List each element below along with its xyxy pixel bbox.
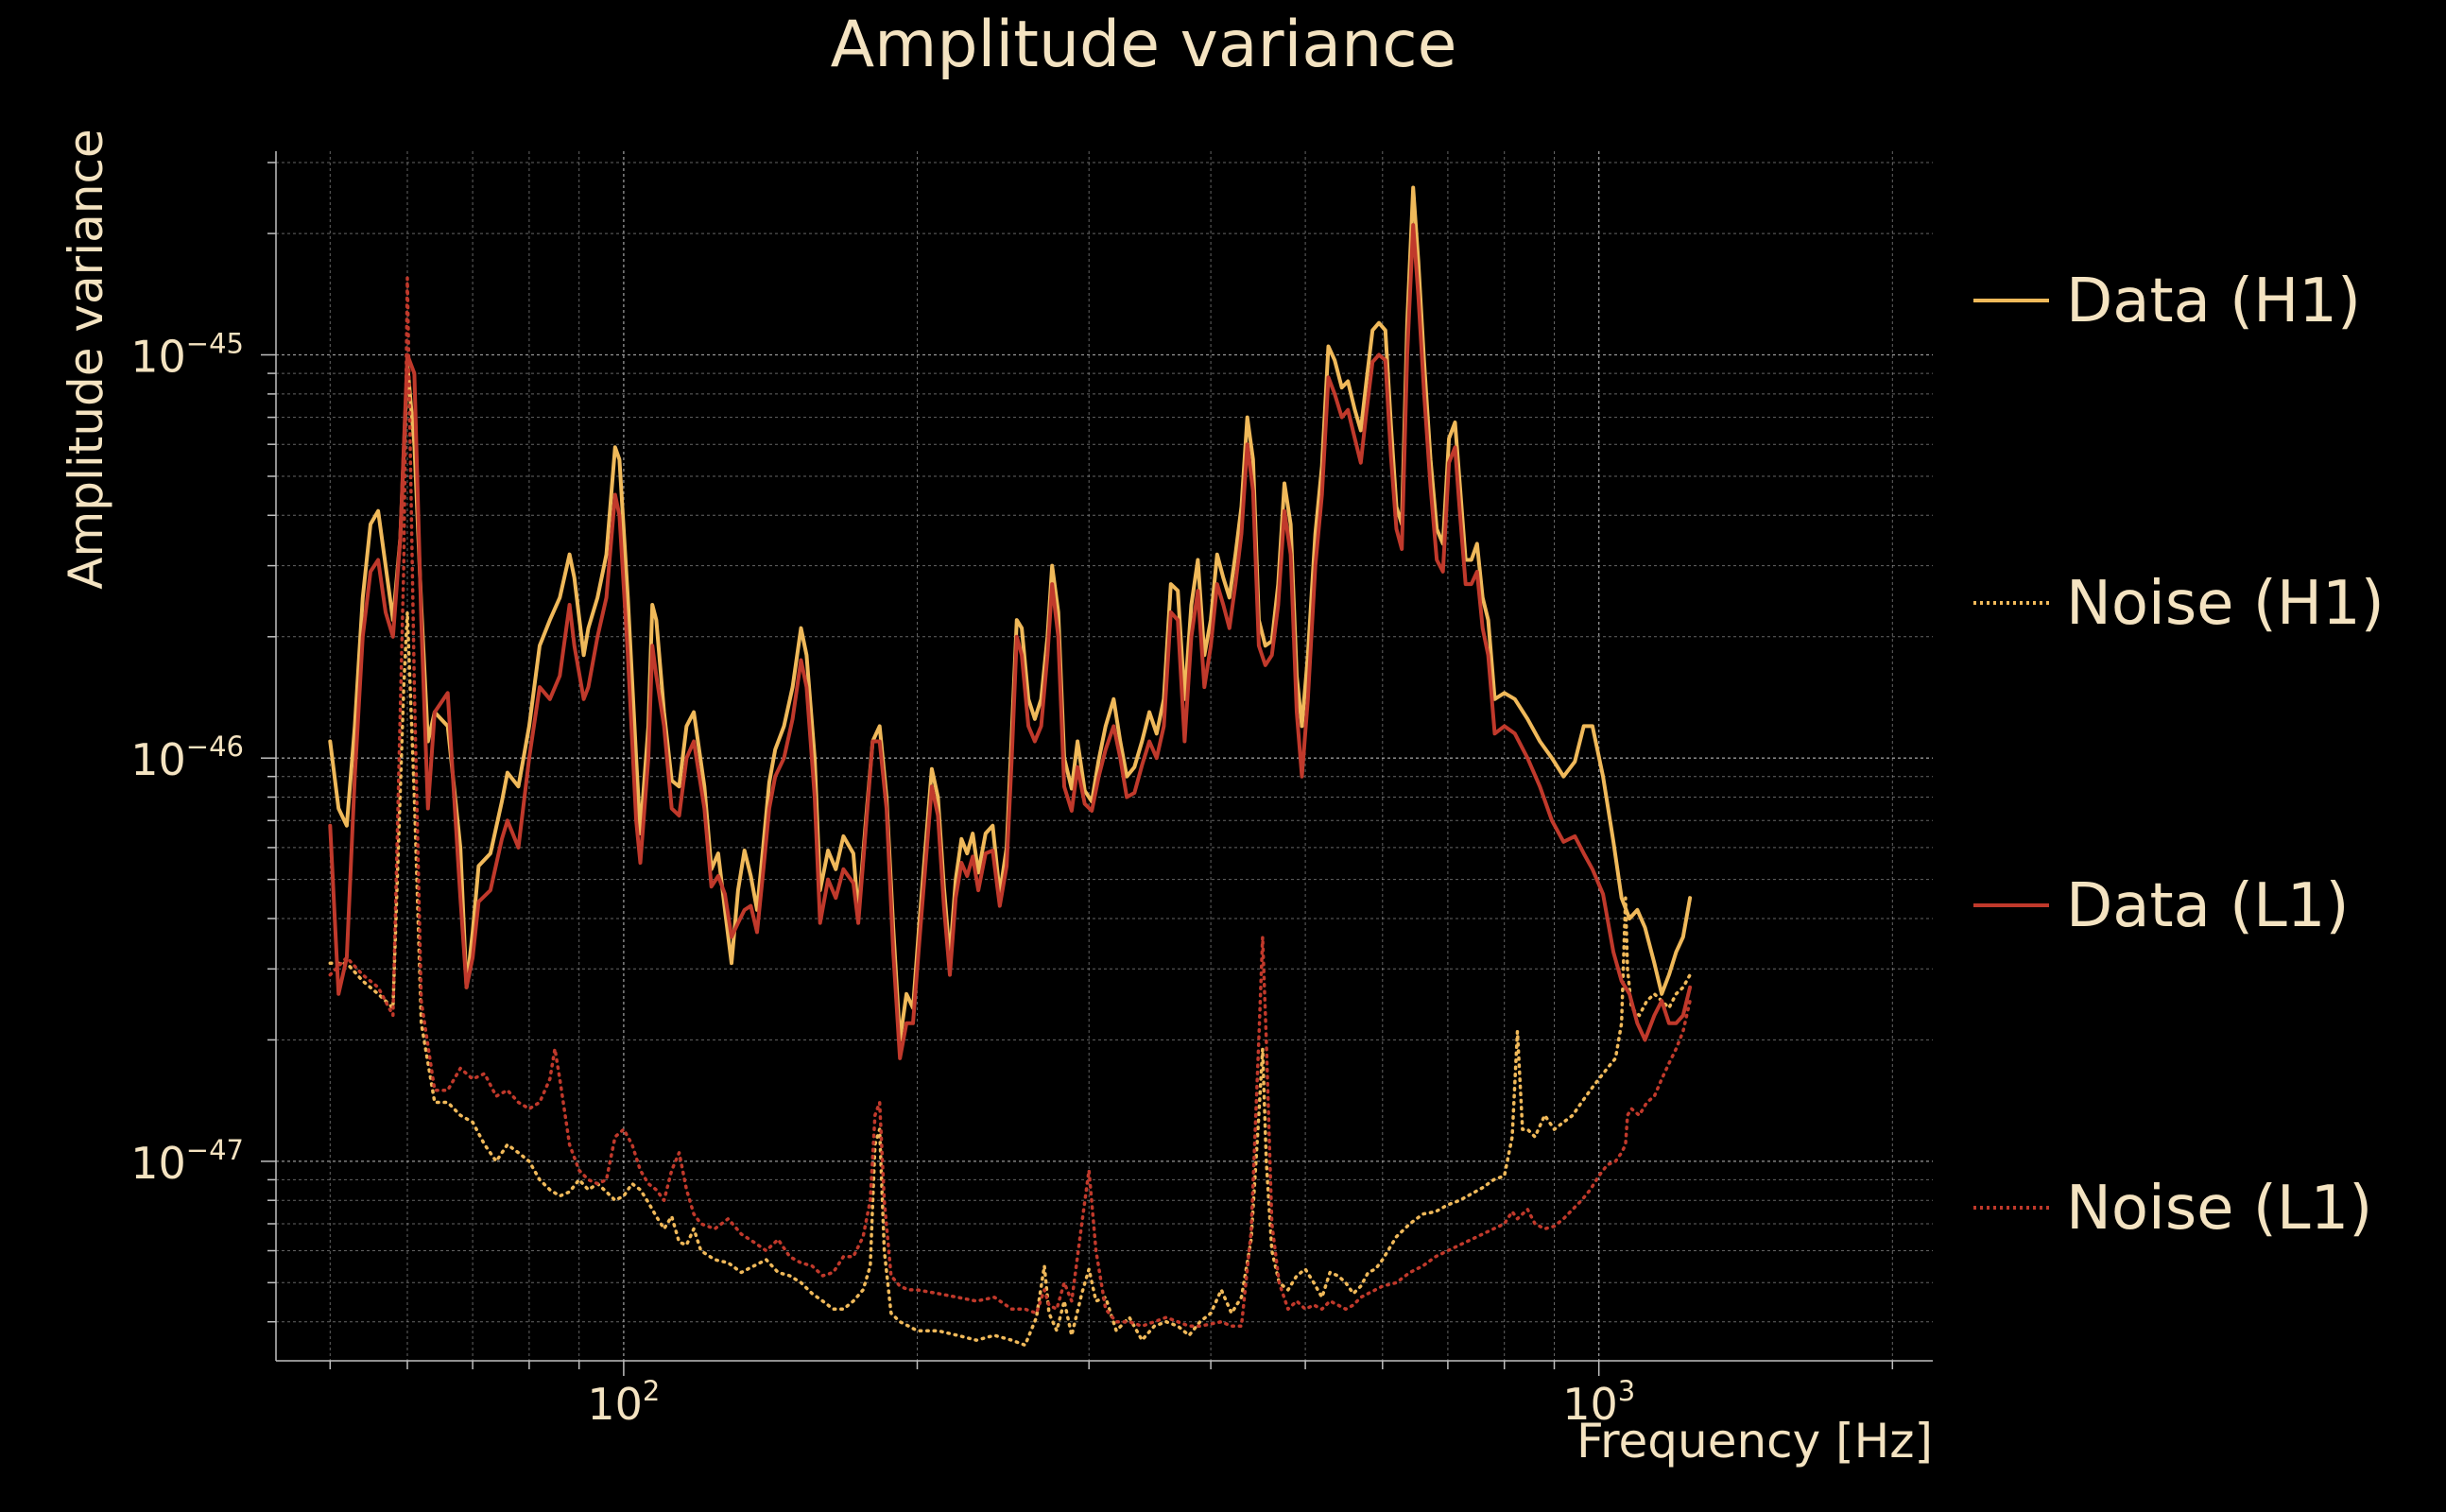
legend: Data (H1) Noise (H1) Data (L1) Noise (L1)	[1973, 266, 2385, 1244]
plot-area	[328, 185, 1693, 1348]
axes	[261, 151, 1933, 1376]
legend-label-1: Noise (H1)	[2066, 569, 2385, 639]
y-tick-label: 10−45	[130, 328, 244, 383]
legend-label-0: Data (H1)	[2066, 266, 2361, 336]
series-line-3	[328, 276, 1692, 1329]
y-axis-label: Amplitude variance	[59, 129, 113, 589]
chart-title: Amplitude variance	[831, 8, 1457, 82]
series-line-1	[328, 610, 1692, 1348]
y-tick-label: 10−46	[130, 730, 244, 785]
legend-label-2: Data (L1)	[2066, 871, 2349, 941]
series-line-0	[328, 185, 1693, 1042]
legend-label-3: Noise (L1)	[2066, 1174, 2372, 1244]
y-tick-label: 10−47	[130, 1134, 244, 1189]
x-tick-label: 102	[587, 1375, 660, 1430]
series-line-2	[328, 223, 1693, 1060]
tick-labels: 102 103 10−45 10−46 10−47	[130, 328, 1635, 1430]
x-axis-label: Frequency [Hz]	[1576, 1414, 1933, 1469]
x-tick-label: 103	[1562, 1375, 1635, 1430]
